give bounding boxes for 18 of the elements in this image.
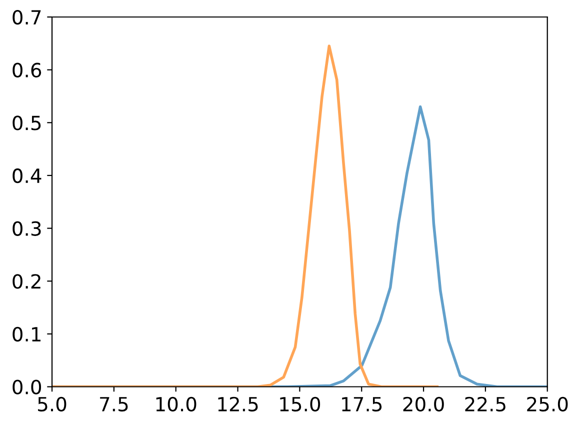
- y-tick-label: 0.2: [12, 274, 40, 289]
- y-tick-label: 0.6: [12, 62, 42, 78]
- x-tick-label: 5.0: [38, 396, 66, 412]
- x-tick-label: 7.5: [100, 397, 128, 412]
- x-tick-label: 15.0: [280, 396, 320, 412]
- y-tick-label: 0.4: [12, 168, 42, 184]
- x-tick-label: 22.5: [465, 396, 506, 412]
- x-tick-label: 12.5: [218, 396, 258, 412]
- x-tick-label: 10.0: [156, 396, 196, 412]
- y-tick-label: 0.3: [12, 221, 41, 236]
- x-tick-label: 17.5: [342, 397, 382, 412]
- y-tick-label: 0.7: [12, 10, 41, 25]
- x-tick-label: 20.0: [403, 396, 444, 412]
- y-tick-label: 0.1: [12, 326, 41, 342]
- y-tick-label: 0.5: [12, 116, 41, 130]
- line-series: [52, 44, 439, 387]
- y-tick-label: 0.0: [12, 380, 42, 394]
- x-tick-label: 25.0: [527, 396, 568, 412]
